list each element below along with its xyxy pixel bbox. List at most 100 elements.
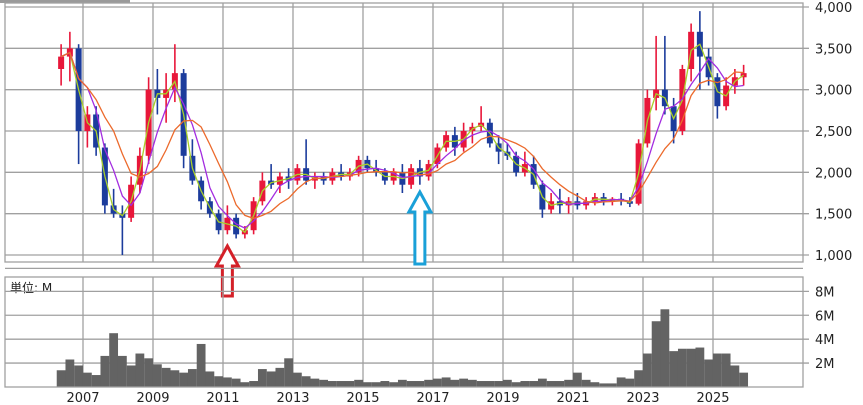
candle [469, 122, 476, 144]
volume-bar [222, 377, 232, 387]
candle [311, 172, 318, 189]
volume-bar [634, 370, 644, 387]
volume-bar [529, 381, 539, 387]
volume-bar [485, 381, 495, 387]
volume-bar [476, 381, 486, 387]
price-panel-frame [4, 2, 804, 263]
price-tick-label: 1,000 [815, 249, 852, 264]
candle [740, 64, 747, 86]
x-tick-label: 2015 [346, 391, 379, 405]
volume-bar [502, 379, 512, 387]
x-tick-label: 2023 [626, 391, 659, 405]
volume-bar [345, 381, 355, 387]
volume-bar [677, 348, 687, 387]
up-arrow-annotation [213, 242, 241, 298]
volume-bar [310, 378, 320, 387]
candle [714, 73, 721, 119]
volume-bar [581, 379, 591, 387]
volume-bar [56, 370, 66, 387]
volume-bar [240, 382, 250, 387]
price-tick-label: 2,000 [815, 166, 852, 181]
volume-bar [607, 383, 617, 387]
volume-bar [712, 353, 722, 387]
candle [154, 69, 161, 115]
candle [189, 139, 196, 185]
price-panel: 1,000 1,500 2,000 2,500 3,000 3,500 4,000 [4, 1, 852, 298]
volume-bar [319, 379, 329, 387]
volume-bar [669, 351, 679, 387]
volume-bar [642, 353, 652, 387]
volume-bar [599, 383, 609, 387]
volume-bar [91, 375, 101, 387]
x-tick-label: 2017 [416, 391, 449, 405]
volume-bar [144, 358, 154, 387]
volume-bar [494, 381, 504, 387]
volume-tick-label: 2M [815, 357, 835, 372]
volume-bar [467, 379, 477, 387]
volume-bar [537, 378, 547, 387]
x-tick-label: 2007 [66, 391, 99, 405]
volume-bar [362, 382, 372, 387]
volume-bar [170, 370, 180, 387]
candle [224, 205, 231, 235]
volume-bar [65, 359, 75, 387]
volume-bar [564, 379, 574, 387]
volume-bar [660, 309, 670, 387]
volume-bar [686, 348, 696, 387]
volume-bar [651, 321, 661, 387]
volume-bar [100, 355, 110, 387]
volume-bar [301, 376, 311, 387]
volume-bar [695, 347, 705, 387]
x-tick-label: 2011 [206, 391, 239, 405]
price-tick-label: 3,000 [815, 84, 852, 99]
volume-bar [555, 381, 565, 387]
x-tick-label: 2019 [486, 391, 519, 405]
up-arrow-annotation [406, 188, 434, 266]
candle [58, 44, 65, 86]
volume-bar [704, 359, 714, 387]
volume-bar [109, 333, 119, 387]
volume-bar [187, 369, 197, 387]
volume-bar [546, 381, 556, 387]
volume-bar [520, 381, 530, 387]
x-axis: 2007 2009 2011 2013 2015 2017 2019 2021 2023 2025 [66, 391, 729, 405]
candle [75, 44, 82, 165]
volume-bar [590, 382, 600, 387]
volume-tick-label: 8M [815, 285, 835, 300]
ma-long-line [60, 51, 744, 220]
candle [644, 89, 651, 148]
ma-short-line [60, 43, 744, 234]
x-tick-label: 2009 [136, 391, 169, 405]
candle [198, 176, 205, 210]
volume-bar [397, 379, 407, 387]
candle [303, 139, 310, 185]
volume-bar [354, 379, 364, 387]
volume-bar [616, 377, 626, 387]
volume-bar [231, 378, 241, 387]
price-tick-label: 4,000 [815, 1, 852, 16]
volume-panel: 単位: M 2M 4M 6M 8M [4, 267, 835, 388]
volume-bar [432, 378, 442, 387]
volume-bar [196, 343, 206, 387]
top-tab-strip [0, 0, 130, 3]
volume-bar [450, 379, 460, 387]
x-tick-label: 2013 [276, 391, 309, 405]
volume-bar [721, 353, 731, 387]
volume-bar [739, 372, 749, 387]
volume-bar [292, 372, 302, 387]
volume-unit-label: 単位: M [10, 280, 52, 295]
volume-bar [82, 372, 92, 387]
volume-bar [371, 382, 381, 387]
candle-body [58, 56, 65, 69]
volume-bar [424, 379, 434, 387]
volume-bar [249, 381, 259, 387]
candle [338, 164, 345, 181]
volume-bar [625, 378, 635, 387]
volume-bar [415, 381, 425, 387]
volume-bar [152, 364, 162, 387]
volume-bar [441, 377, 451, 387]
volume-bar [74, 365, 84, 387]
volume-bar [214, 376, 224, 387]
volume-bar [327, 381, 337, 387]
